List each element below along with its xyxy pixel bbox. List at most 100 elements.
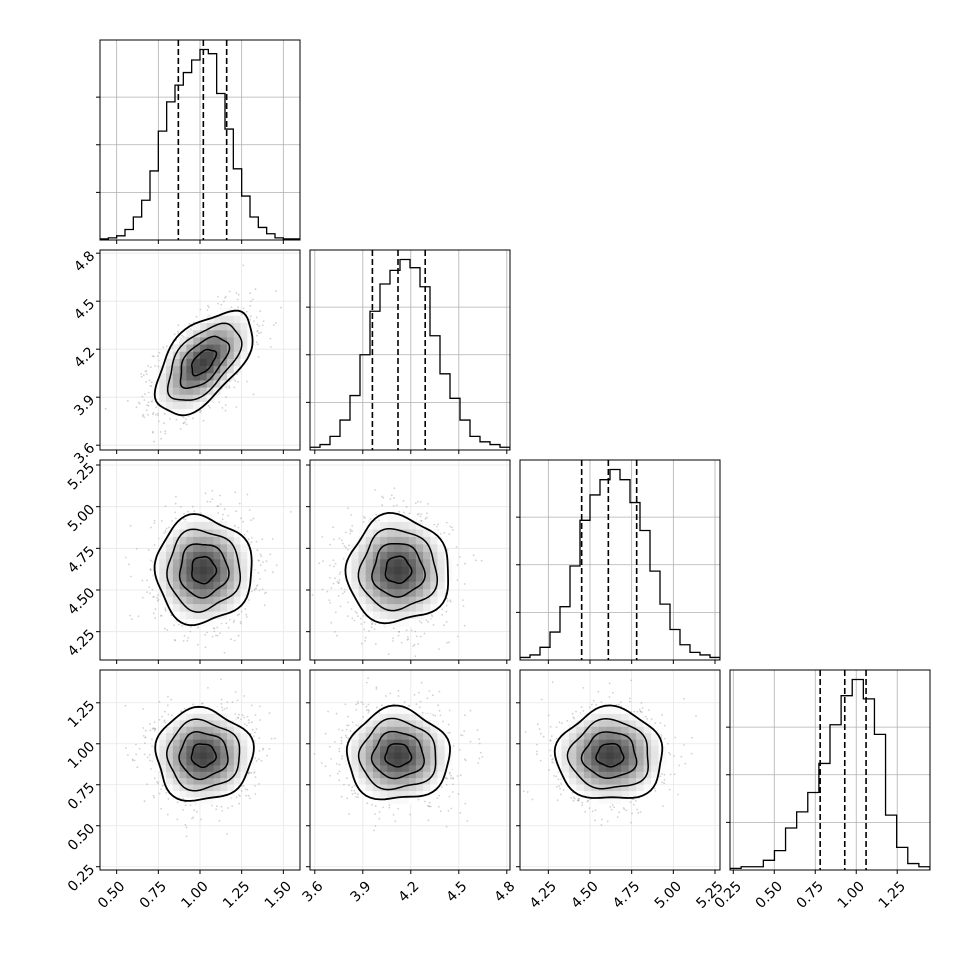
scatter-point [183, 417, 185, 419]
scatter-point [356, 612, 358, 614]
scatter-point [392, 640, 394, 642]
panel-1-1 [306, 250, 510, 454]
scatter-point [378, 519, 380, 521]
scatter-point [260, 564, 262, 566]
scatter-point [334, 631, 336, 633]
scatter-point [251, 537, 253, 539]
scatter-point [280, 307, 282, 309]
scatter-point [222, 407, 224, 409]
scatter-point [163, 422, 165, 424]
scatter-point [150, 569, 152, 571]
scatter-point [241, 313, 243, 315]
scatter-point [350, 529, 352, 531]
scatter-point [363, 615, 365, 617]
scatter-point [416, 636, 418, 638]
scatter-point [275, 290, 277, 292]
scatter-point [258, 572, 260, 574]
density-cell [366, 581, 374, 589]
scatter-point [234, 526, 236, 528]
scatter-point [155, 406, 157, 408]
scatter-point [350, 514, 352, 516]
scatter-point [443, 532, 445, 534]
scatter-point [235, 406, 237, 408]
density-cell [227, 581, 234, 589]
scatter-point [218, 505, 220, 507]
scatter-point [153, 522, 155, 524]
density-cell [200, 522, 207, 530]
scatter-point [256, 317, 258, 319]
scatter-point [437, 523, 439, 525]
scatter-point [344, 591, 346, 593]
scatter-point [244, 534, 246, 536]
scatter-point [333, 583, 335, 585]
density-cell [241, 566, 248, 574]
y-tick-label: 4.2 [71, 344, 98, 371]
y-tick-label: 4.50 [65, 585, 98, 618]
scatter-point [266, 560, 268, 562]
scatter-point [259, 578, 261, 580]
scatter-point [431, 614, 433, 616]
scatter-point [236, 292, 238, 294]
scatter-point [200, 309, 202, 311]
density-cell [186, 596, 193, 604]
scatter-point [174, 512, 176, 514]
scatter-point [411, 630, 413, 632]
density-cell [200, 589, 207, 597]
scatter-point [196, 316, 198, 318]
density-cell [241, 544, 248, 552]
scatter-point [242, 265, 244, 267]
scatter-point [183, 518, 185, 520]
scatter-point [424, 633, 426, 635]
scatter-point [238, 527, 240, 529]
scatter-point [382, 497, 384, 499]
scatter-point [417, 514, 419, 516]
scatter-point [148, 392, 150, 394]
scatter-point [128, 563, 130, 565]
scatter-point [340, 606, 342, 608]
scatter-point [262, 588, 264, 590]
scatter-point [231, 307, 233, 309]
scatter-point [249, 305, 251, 307]
scatter-point [464, 563, 466, 565]
scatter-point [181, 335, 183, 337]
scatter-point [365, 637, 367, 639]
scatter-point [215, 635, 217, 637]
density-cell [186, 536, 193, 544]
scatter-point [233, 622, 235, 624]
density-cell [200, 574, 207, 582]
density-cell [173, 529, 180, 537]
scatter-point [186, 424, 188, 426]
scatter-point [153, 441, 155, 443]
scatter-point [258, 356, 260, 358]
scatter-point [256, 541, 258, 543]
scatter-point [220, 304, 222, 306]
scatter-point [192, 506, 194, 508]
scatter-point [441, 614, 443, 616]
scatter-point [250, 519, 252, 521]
scatter-point [219, 495, 221, 497]
scatter-point [457, 564, 459, 566]
scatter-point [142, 580, 144, 582]
scatter-point [165, 505, 167, 507]
scatter-point [446, 605, 448, 607]
scatter-point [360, 623, 362, 625]
density-cell [207, 387, 214, 395]
scatter-point [197, 644, 199, 646]
scatter-point [131, 618, 133, 620]
density-cell [351, 551, 359, 559]
scatter-point [183, 640, 185, 642]
density-cell [173, 387, 180, 395]
scatter-point [237, 381, 239, 383]
scatter-point [420, 513, 422, 515]
density-cell [180, 589, 187, 597]
scatter-point [473, 554, 475, 556]
density-cell [166, 544, 173, 552]
scatter-point [173, 624, 175, 626]
scatter-point [175, 518, 177, 520]
scatter-point [154, 520, 156, 522]
scatter-point [230, 638, 232, 640]
scatter-point [264, 593, 266, 595]
scatter-point [207, 309, 209, 311]
scatter-point [229, 387, 231, 389]
